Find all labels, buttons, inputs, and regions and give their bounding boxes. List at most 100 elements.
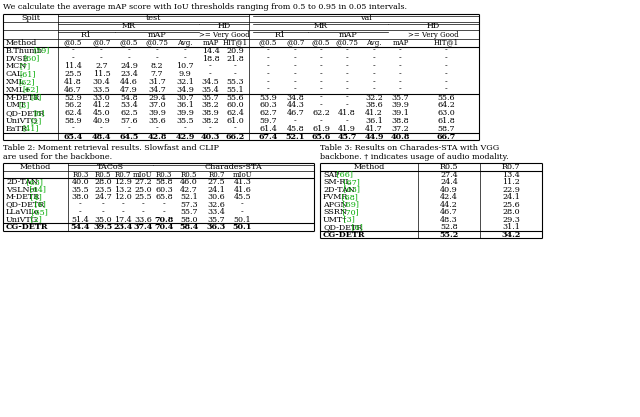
Text: R0.7: R0.7 xyxy=(115,171,131,178)
Text: HD: HD xyxy=(427,22,440,30)
Text: 35.6: 35.6 xyxy=(148,117,166,125)
Text: 25.5: 25.5 xyxy=(134,193,152,201)
Text: 61.8: 61.8 xyxy=(437,117,455,125)
Text: 35.5: 35.5 xyxy=(72,186,90,193)
Text: Table 3: Results on Charades-STA with VGG: Table 3: Results on Charades-STA with VG… xyxy=(320,144,499,152)
Text: 58.7: 58.7 xyxy=(437,125,455,133)
Text: -: - xyxy=(319,47,323,55)
Text: -: - xyxy=(346,47,348,55)
Text: 24.1: 24.1 xyxy=(502,193,520,201)
Text: mIoU: mIoU xyxy=(233,171,252,178)
Text: [2]: [2] xyxy=(28,216,42,224)
Text: 40.0: 40.0 xyxy=(72,178,90,186)
Text: -: - xyxy=(241,201,244,208)
Text: 60.0: 60.0 xyxy=(227,101,244,109)
Text: Charades-STA: Charades-STA xyxy=(205,163,262,171)
Text: 66.2: 66.2 xyxy=(226,133,245,141)
Text: 2D-TAN: 2D-TAN xyxy=(323,186,355,193)
Text: 46.7: 46.7 xyxy=(64,86,82,94)
Text: 24.1: 24.1 xyxy=(207,186,225,193)
Text: 33.4: 33.4 xyxy=(207,208,225,216)
Text: -: - xyxy=(102,208,104,216)
Text: EaTR: EaTR xyxy=(6,125,28,133)
Text: mAP: mAP xyxy=(392,39,409,47)
Text: 65.4: 65.4 xyxy=(63,133,83,141)
Text: 38.2: 38.2 xyxy=(202,117,220,125)
Text: -: - xyxy=(346,70,348,78)
Text: -: - xyxy=(399,62,402,70)
Text: MCN: MCN xyxy=(6,62,28,70)
Text: 42.9: 42.9 xyxy=(175,133,195,141)
Text: -: - xyxy=(127,125,131,133)
Text: 10.7: 10.7 xyxy=(176,62,194,70)
Text: -: - xyxy=(399,47,402,55)
Text: 57.6: 57.6 xyxy=(120,117,138,125)
Text: @0.7: @0.7 xyxy=(92,39,111,47)
Text: LLaViLo: LLaViLo xyxy=(6,208,40,216)
Text: UniVTG: UniVTG xyxy=(6,216,38,224)
Text: 64.2: 64.2 xyxy=(437,101,455,109)
Text: 45.5: 45.5 xyxy=(234,193,252,201)
Text: 47.9: 47.9 xyxy=(120,86,138,94)
Text: 41.8: 41.8 xyxy=(338,109,356,117)
Text: 20.9: 20.9 xyxy=(227,47,244,55)
Text: HIT@1: HIT@1 xyxy=(433,39,459,47)
Text: [59]: [59] xyxy=(33,47,49,55)
Text: Table 2: Moment retrieval results. Slowfast and CLIP: Table 2: Moment retrieval results. Slowf… xyxy=(3,144,219,152)
Text: 37.4: 37.4 xyxy=(133,223,153,231)
Text: -: - xyxy=(79,201,82,208)
Text: >= Very Good: >= Very Good xyxy=(408,30,459,38)
Text: -: - xyxy=(445,86,447,94)
Text: [3]: [3] xyxy=(18,101,29,109)
Text: 44.2: 44.2 xyxy=(440,201,458,208)
Text: 17.4: 17.4 xyxy=(114,216,132,224)
Text: 55.7: 55.7 xyxy=(180,208,198,216)
Text: 45.0: 45.0 xyxy=(93,109,110,117)
Text: backbone. † indicates usage of audio modality.: backbone. † indicates usage of audio mod… xyxy=(320,153,509,161)
Text: HD: HD xyxy=(218,22,230,30)
Text: 36.1: 36.1 xyxy=(176,101,194,109)
Text: 51.4: 51.4 xyxy=(72,216,90,224)
Text: 55.6: 55.6 xyxy=(437,93,455,101)
Text: [69]: [69] xyxy=(340,201,359,208)
Text: UniVTG: UniVTG xyxy=(6,117,38,125)
Text: 34.5: 34.5 xyxy=(202,78,220,86)
Text: 30.4: 30.4 xyxy=(93,78,110,86)
Text: 60.3: 60.3 xyxy=(259,101,277,109)
Text: 35.7: 35.7 xyxy=(392,93,410,101)
Text: -: - xyxy=(72,47,74,55)
Text: Avg.: Avg. xyxy=(177,39,193,47)
Text: [41]: [41] xyxy=(22,125,38,133)
Text: XML: XML xyxy=(6,78,25,86)
Text: 67.4: 67.4 xyxy=(259,133,278,141)
Text: R1: R1 xyxy=(275,30,286,38)
Text: 57.3: 57.3 xyxy=(180,201,198,208)
Text: -: - xyxy=(100,55,103,63)
Text: -: - xyxy=(141,201,145,208)
Text: 50.1: 50.1 xyxy=(233,223,252,231)
Text: 38.6: 38.6 xyxy=(365,101,383,109)
Text: 38.9: 38.9 xyxy=(202,109,220,117)
Text: 35.7: 35.7 xyxy=(202,93,220,101)
Text: M-DETR: M-DETR xyxy=(6,193,40,201)
Text: 35.5: 35.5 xyxy=(176,117,194,125)
Text: CG-DETR: CG-DETR xyxy=(323,231,365,239)
Text: -: - xyxy=(294,86,297,94)
Text: 62.2: 62.2 xyxy=(312,109,330,117)
Text: -: - xyxy=(372,86,376,94)
Text: @0.5: @0.5 xyxy=(312,39,330,47)
Text: HIT@1: HIT@1 xyxy=(223,39,248,47)
Text: R0.7: R0.7 xyxy=(208,171,225,178)
Text: 18.8: 18.8 xyxy=(202,55,220,63)
Text: -: - xyxy=(184,47,186,55)
Text: -: - xyxy=(319,93,323,101)
Text: 58.4: 58.4 xyxy=(179,223,198,231)
Text: -: - xyxy=(445,55,447,63)
Text: -: - xyxy=(267,78,269,86)
Text: 35.0: 35.0 xyxy=(94,216,112,224)
Text: 55.1: 55.1 xyxy=(227,86,244,94)
Text: -: - xyxy=(294,47,297,55)
Text: -: - xyxy=(100,125,103,133)
Text: 11.4: 11.4 xyxy=(64,62,82,70)
Text: @0.5: @0.5 xyxy=(64,39,82,47)
